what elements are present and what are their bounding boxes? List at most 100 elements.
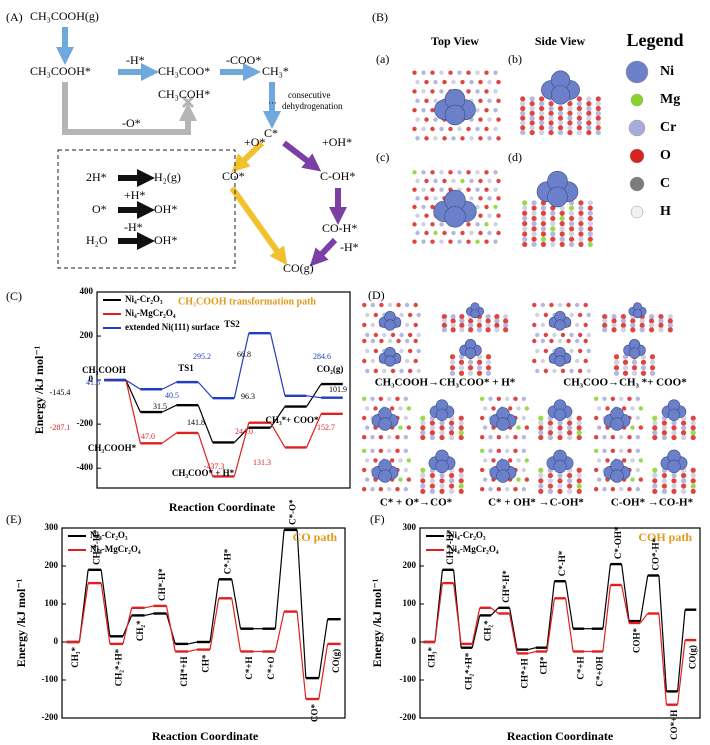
atom bbox=[487, 213, 492, 218]
structure-image bbox=[441, 302, 509, 333]
atom bbox=[513, 396, 518, 401]
atom bbox=[547, 478, 554, 484]
atom bbox=[496, 213, 501, 218]
connector bbox=[144, 605, 154, 609]
atom bbox=[576, 105, 582, 112]
atom bbox=[557, 115, 564, 121]
atom bbox=[449, 434, 455, 441]
panel-d: (D) CH₃COOH→CH₃COO* + H* CH₃COO→CH₃ *+ C… bbox=[368, 288, 694, 509]
atom bbox=[458, 430, 464, 436]
atom bbox=[413, 302, 418, 308]
atom bbox=[469, 79, 474, 85]
atom bbox=[421, 89, 426, 94]
legend-label: Ni₄-MgCr₂O₄ bbox=[90, 544, 141, 554]
atom bbox=[638, 458, 644, 463]
atom bbox=[386, 396, 392, 401]
atom bbox=[407, 312, 413, 318]
atom bbox=[630, 425, 635, 430]
atom bbox=[433, 196, 438, 201]
atom bbox=[496, 178, 501, 184]
connector bbox=[306, 395, 322, 399]
atom bbox=[557, 125, 564, 131]
panel-label: (A) bbox=[6, 10, 23, 24]
atom bbox=[413, 322, 418, 328]
atom bbox=[373, 368, 379, 374]
atom bbox=[559, 226, 565, 232]
atom bbox=[567, 425, 573, 431]
atom bbox=[485, 359, 492, 365]
atom bbox=[482, 425, 488, 430]
structure-image bbox=[412, 70, 501, 141]
atom bbox=[504, 435, 510, 440]
atom bbox=[577, 368, 583, 374]
atom bbox=[610, 435, 616, 440]
atom bbox=[513, 487, 518, 492]
atom bbox=[439, 472, 445, 479]
atom bbox=[406, 406, 412, 411]
atom bbox=[567, 430, 573, 436]
species: H₂(g) bbox=[154, 170, 181, 184]
atom bbox=[458, 483, 464, 489]
atom bbox=[362, 338, 367, 344]
legend-label: O bbox=[660, 148, 671, 163]
atom bbox=[583, 322, 588, 328]
atom bbox=[631, 370, 638, 376]
atom bbox=[458, 415, 464, 421]
connector bbox=[125, 379, 141, 444]
atom bbox=[365, 368, 370, 374]
atom bbox=[539, 115, 545, 121]
connector bbox=[197, 381, 214, 399]
ni-atom bbox=[632, 309, 643, 319]
plot-frame bbox=[96, 291, 351, 489]
annotation: 244.0 bbox=[235, 427, 253, 436]
connector bbox=[274, 611, 285, 652]
atom bbox=[475, 89, 480, 94]
atom bbox=[627, 435, 632, 440]
atom bbox=[671, 472, 677, 479]
atom bbox=[439, 478, 445, 484]
state-label: COH* bbox=[632, 628, 642, 654]
atom bbox=[412, 204, 417, 210]
atom bbox=[567, 420, 573, 426]
atom bbox=[430, 70, 435, 75]
step: -H* bbox=[340, 240, 359, 254]
atom bbox=[460, 178, 465, 184]
state-label: C*-H* bbox=[222, 548, 232, 574]
atom bbox=[550, 226, 556, 232]
atom bbox=[475, 187, 480, 192]
arrow bbox=[62, 82, 197, 135]
atom bbox=[370, 487, 375, 492]
atom bbox=[620, 322, 627, 328]
atom bbox=[516, 477, 521, 482]
atom bbox=[522, 231, 528, 237]
atom bbox=[429, 483, 435, 489]
atom bbox=[690, 425, 696, 431]
connector bbox=[318, 643, 329, 700]
atom bbox=[576, 483, 582, 489]
atom bbox=[531, 221, 537, 227]
arrow bbox=[282, 140, 322, 172]
ni-atom bbox=[435, 408, 449, 421]
atom bbox=[491, 458, 496, 463]
atom bbox=[557, 420, 563, 426]
y-tick-label: 300 bbox=[403, 522, 417, 532]
connector bbox=[233, 333, 250, 399]
atom bbox=[535, 368, 540, 374]
caption: CH₃COO→CH₃ *+ COO* bbox=[563, 377, 687, 389]
atom bbox=[671, 478, 677, 484]
atom bbox=[459, 318, 465, 324]
atom bbox=[578, 231, 584, 237]
atom bbox=[399, 348, 404, 354]
atom bbox=[568, 221, 575, 227]
atom bbox=[484, 222, 489, 227]
atom bbox=[661, 434, 668, 441]
annotation: 101.9 bbox=[329, 385, 347, 394]
atom bbox=[469, 230, 474, 236]
atom bbox=[521, 487, 527, 492]
atom bbox=[521, 435, 527, 440]
atom bbox=[586, 120, 592, 126]
atom bbox=[415, 136, 420, 141]
atom bbox=[586, 129, 592, 136]
ni-atom bbox=[610, 417, 624, 431]
step: +OH* bbox=[322, 135, 352, 149]
